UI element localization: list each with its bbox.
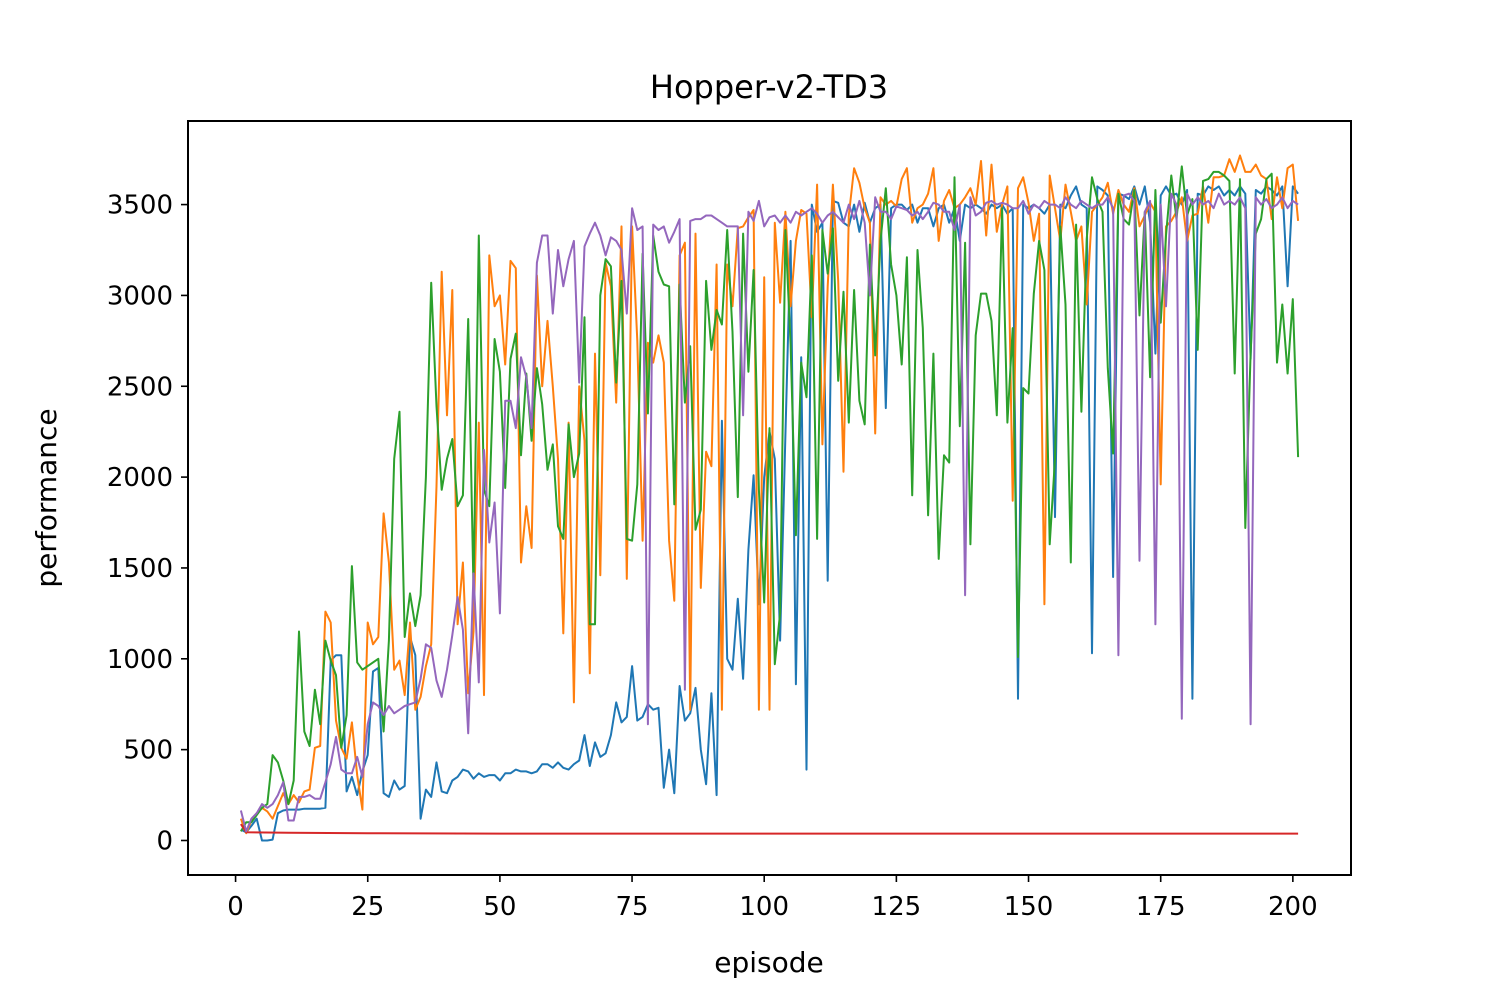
chart-title: Hopper-v2-TD3 bbox=[650, 68, 888, 106]
y-axis-label: performance bbox=[30, 408, 63, 587]
y-tick-label: 3500 bbox=[107, 191, 173, 221]
x-tick-label: 50 bbox=[483, 892, 516, 922]
y-tick-label: 1500 bbox=[107, 554, 173, 584]
x-tick-label: 200 bbox=[1268, 892, 1318, 922]
y-axis-ticks: 0 500 1000 1500 2000 2500 3000 3500 bbox=[107, 191, 188, 856]
x-tick-label: 0 bbox=[227, 892, 244, 922]
series-line-5 bbox=[239, 192, 1299, 833]
plot-frame bbox=[187, 120, 1352, 876]
x-tick-label: 25 bbox=[351, 892, 384, 922]
series-line-3 bbox=[240, 165, 1300, 832]
x-tick-label: 125 bbox=[872, 892, 922, 922]
series-layer bbox=[239, 154, 1300, 842]
y-tick-label: 500 bbox=[123, 736, 173, 766]
y-tick-label: 0 bbox=[156, 826, 173, 856]
x-axis-ticks: 0 25 50 75 100 125 150 175 200 bbox=[227, 875, 1318, 922]
x-tick-label: 100 bbox=[739, 892, 789, 922]
x-tick-label: 75 bbox=[616, 892, 649, 922]
x-tick-label: 150 bbox=[1004, 892, 1054, 922]
series-line-2 bbox=[239, 154, 1300, 835]
x-axis-label: episode bbox=[714, 946, 824, 979]
y-tick-label: 1000 bbox=[107, 645, 173, 675]
series-line-4 bbox=[240, 823, 1299, 835]
y-tick-label: 3000 bbox=[107, 281, 173, 311]
y-tick-label: 2500 bbox=[107, 372, 173, 402]
y-tick-label: 2000 bbox=[107, 463, 173, 493]
x-tick-label: 175 bbox=[1136, 892, 1186, 922]
